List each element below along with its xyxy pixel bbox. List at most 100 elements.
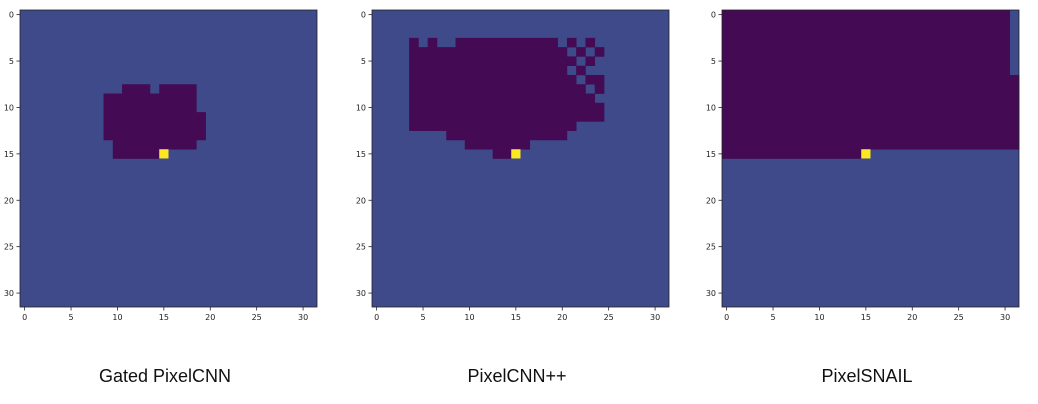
y-tick-label: 25 <box>356 243 366 252</box>
x-tick-label: 0 <box>22 313 27 322</box>
dependency-cells <box>409 56 568 66</box>
dependency-cells <box>409 93 596 104</box>
dependency-cells <box>594 47 605 57</box>
x-tick-label: 10 <box>112 313 122 322</box>
dependency-cells <box>722 102 1020 113</box>
dependency-cells <box>103 130 206 141</box>
y-tick-label: 10 <box>356 103 366 112</box>
dependency-cells <box>409 65 558 76</box>
dependency-cells <box>455 37 558 48</box>
y-tick-label: 0 <box>711 11 716 20</box>
panel-pixelsnail: 0 5 10 15 20 25 30 0 5 10 15 20 25 30 PixelSNAIL <box>702 0 1038 404</box>
panel-gated-pixelcnn: 0 5 10 15 20 25 30 0 5 10 15 20 25 30 Gated PixelCNN <box>0 0 340 404</box>
dependency-cells <box>585 37 596 48</box>
x-tick-label: 15 <box>159 313 169 322</box>
y-tick-label: 20 <box>4 196 14 205</box>
dependency-cells <box>722 10 1011 20</box>
dependency-cells <box>722 56 1011 66</box>
dependency-cells <box>722 37 1011 48</box>
plot-frame <box>721 9 1020 308</box>
y-tick-label: 5 <box>361 57 366 66</box>
x-tick-label: 10 <box>814 313 824 322</box>
heatmap-gated-pixelcnn: 0 5 10 15 20 25 30 0 5 10 15 20 25 30 <box>4 9 318 322</box>
heatmap-pixelcnn-plus-plus: 0 5 10 15 20 25 30 0 5 10 15 20 25 30 <box>356 9 670 322</box>
dependency-cells <box>492 149 512 159</box>
dependency-cells <box>722 149 862 159</box>
dependency-cells <box>585 56 596 66</box>
y-tick-label: 15 <box>356 150 366 159</box>
dependency-cells <box>409 102 605 113</box>
dependency-cells <box>409 112 605 122</box>
panel-pixelcnn-plus-plus: 0 5 10 15 20 25 30 0 5 10 15 20 25 30 PixelCNN++ <box>352 0 692 404</box>
x-tick-label: 0 <box>374 313 379 322</box>
y-tick-label: 30 <box>4 289 14 298</box>
dependency-cells <box>722 139 1020 150</box>
dependency-cells <box>722 112 1020 122</box>
plot-frame <box>371 9 670 308</box>
x-tick-label: 15 <box>511 313 521 322</box>
dependency-cells <box>122 84 151 94</box>
dependency-cells <box>103 112 206 122</box>
y-tick-label: 5 <box>9 57 14 66</box>
x-tick-label: 10 <box>464 313 474 322</box>
dependency-cells <box>112 149 160 159</box>
highlight-pixel <box>861 149 871 159</box>
caption-pixelsnail: PixelSNAIL <box>821 366 913 386</box>
y-tick-label: 15 <box>4 150 14 159</box>
highlight-pixel <box>511 149 521 159</box>
dependency-cells <box>446 130 568 141</box>
caption-gated-pixelcnn: Gated PixelCNN <box>98 366 232 386</box>
x-tick-label: 5 <box>421 313 426 322</box>
x-tick-label: 30 <box>1000 313 1010 322</box>
dependency-cells <box>594 84 605 94</box>
x-tick-label: 15 <box>861 313 871 322</box>
dependency-cells <box>409 37 419 48</box>
dependency-cells <box>722 130 1020 141</box>
dependency-cells <box>103 121 206 131</box>
x-tick-label: 30 <box>650 313 660 322</box>
dependency-cells <box>103 102 197 113</box>
dependency-cells <box>722 19 1011 29</box>
dependency-cells <box>585 74 605 85</box>
x-tick-label: 20 <box>557 313 567 322</box>
y-tick-label: 10 <box>706 103 716 112</box>
y-tick-label: 30 <box>356 289 366 298</box>
y-tick-label: 25 <box>4 243 14 252</box>
highlight-pixel <box>159 149 169 159</box>
y-tick-label: 30 <box>706 289 716 298</box>
heatmap-pixelsnail: 0 5 10 15 20 25 30 0 5 10 15 20 25 30 <box>706 9 1020 322</box>
y-tick-label: 20 <box>356 196 366 205</box>
y-tick-label: 25 <box>706 243 716 252</box>
x-tick-label: 20 <box>205 313 215 322</box>
dependency-cells <box>722 65 1011 76</box>
x-tick-label: 0 <box>724 313 729 322</box>
x-tick-label: 5 <box>69 313 74 322</box>
x-tick-label: 25 <box>604 313 614 322</box>
dependency-cells <box>722 28 1011 39</box>
dependency-cells <box>557 65 568 76</box>
dependency-cells <box>722 93 1020 104</box>
dependency-cells <box>722 84 1020 94</box>
x-tick-label: 20 <box>907 313 917 322</box>
dependency-cells <box>409 84 586 94</box>
dependency-cells <box>722 121 1020 131</box>
dependency-cells <box>112 139 197 150</box>
y-tick-label: 20 <box>706 196 716 205</box>
x-tick-label: 25 <box>252 313 262 322</box>
y-tick-label: 15 <box>706 150 716 159</box>
x-tick-label: 25 <box>954 313 964 322</box>
y-tick-label: 5 <box>711 57 716 66</box>
dependency-cells <box>409 47 558 57</box>
plot-frame <box>19 9 318 308</box>
dependency-cells <box>722 47 1011 57</box>
dependency-cells <box>722 74 1020 85</box>
dependency-cells <box>427 37 438 48</box>
x-tick-label: 30 <box>298 313 308 322</box>
x-tick-label: 5 <box>771 313 776 322</box>
dependency-cells <box>566 56 577 66</box>
y-tick-label: 0 <box>361 11 366 20</box>
dependency-cells <box>409 74 577 85</box>
y-tick-label: 0 <box>9 11 14 20</box>
dependency-cells <box>464 139 531 150</box>
dependency-cells <box>566 37 577 48</box>
